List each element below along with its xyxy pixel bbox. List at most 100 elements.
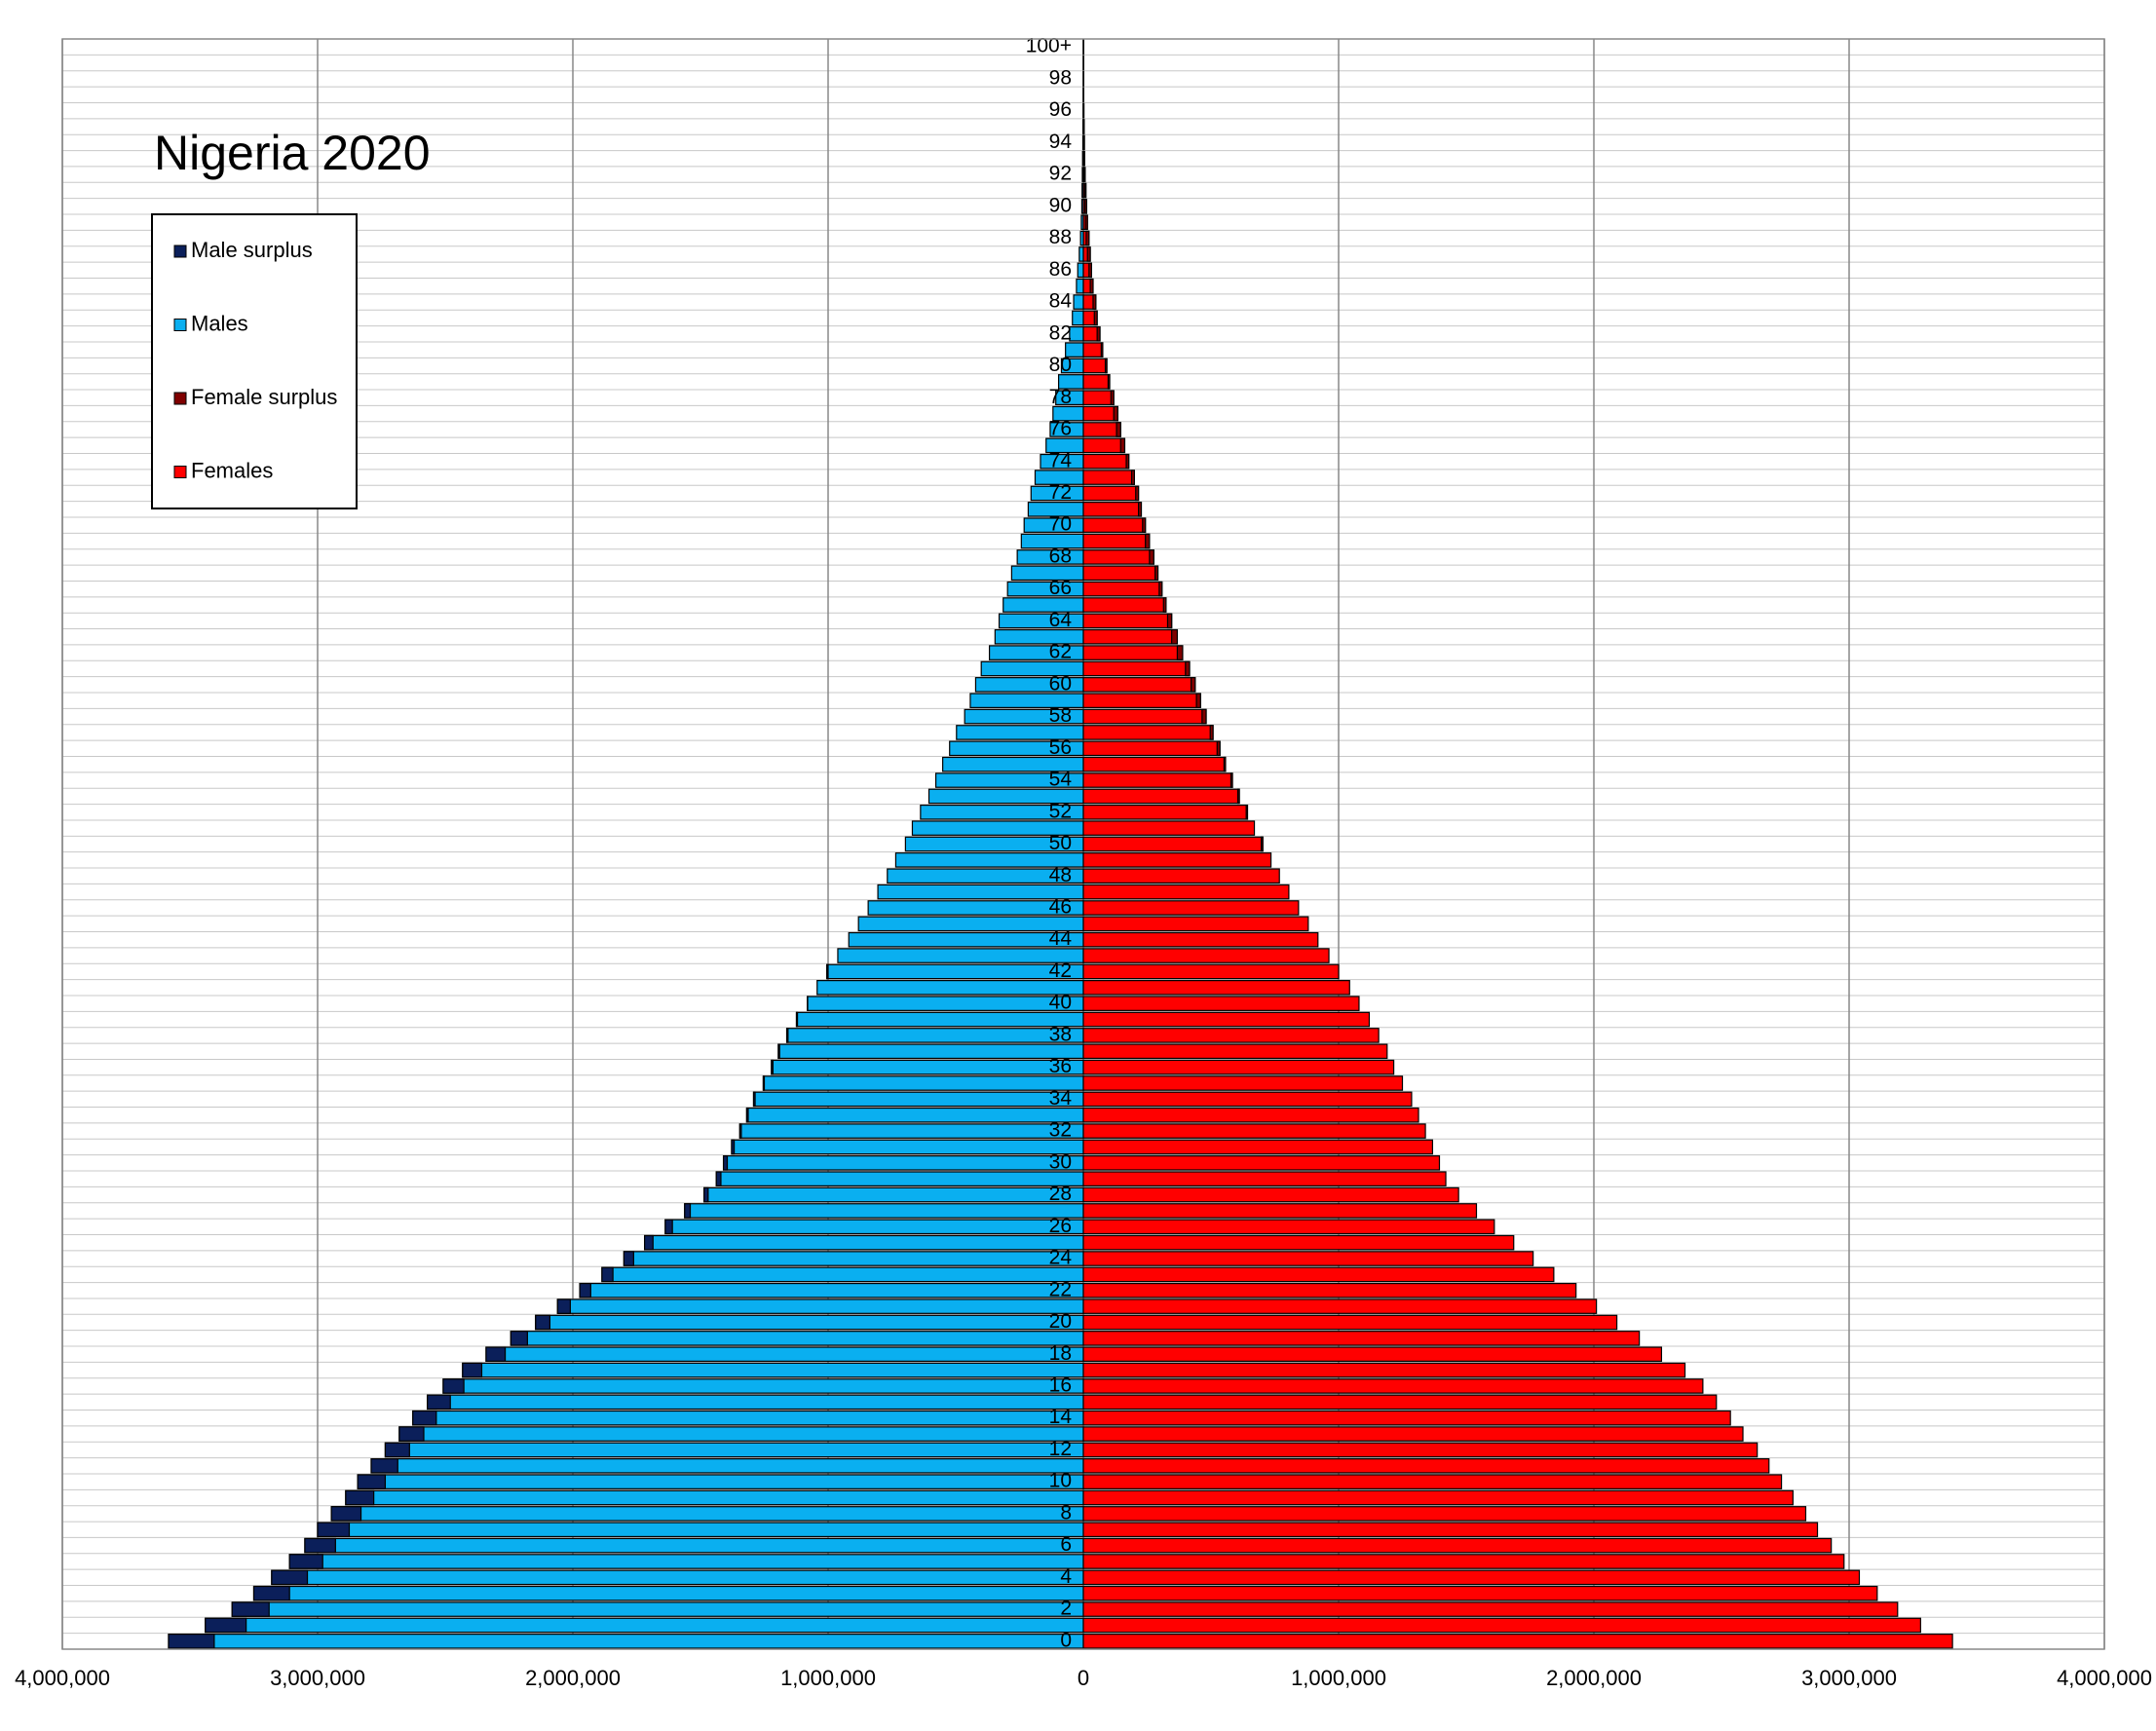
male-bar	[771, 1059, 1084, 1075]
female-bar	[1082, 565, 1159, 582]
male-bar	[442, 1378, 1084, 1394]
female-surplus	[1110, 390, 1115, 406]
female-bar	[1082, 660, 1191, 677]
male-bar	[623, 1251, 1084, 1266]
female-bar	[1082, 422, 1121, 437]
male-surplus	[752, 1091, 756, 1108]
female-bar	[1082, 708, 1207, 725]
female-surplus	[1154, 565, 1159, 582]
male-surplus	[715, 1171, 722, 1186]
female-surplus	[1088, 262, 1092, 279]
labels: 4,000,000 3,000,000 2,000,000 1,000,000 0 1,0…	[15, 35, 2152, 1690]
female-bar	[1082, 1282, 1577, 1298]
female-bar	[1082, 1585, 1878, 1601]
age-label: 38	[1049, 1023, 1072, 1045]
female-surplus	[1137, 502, 1143, 517]
female-bar	[1082, 628, 1179, 645]
age-label: 12	[1049, 1438, 1072, 1460]
female-bar	[1082, 1107, 1419, 1123]
female-bar	[1082, 517, 1147, 533]
male-bar	[304, 1537, 1084, 1554]
female-bar	[1082, 1251, 1534, 1266]
age-label: 44	[1049, 927, 1073, 950]
age-label: 2	[1060, 1598, 1072, 1620]
female-surplus	[1166, 613, 1173, 629]
female-bar	[1082, 1601, 1899, 1617]
female-surplus	[1195, 693, 1201, 708]
female-bar	[1082, 357, 1108, 374]
age-label: 8	[1060, 1501, 1072, 1524]
male-bar	[731, 1139, 1084, 1155]
female-surplus	[1092, 294, 1097, 310]
female-bar	[1082, 804, 1249, 820]
age-label: 78	[1049, 386, 1072, 408]
age-label: 86	[1049, 258, 1072, 281]
male-bar	[601, 1266, 1084, 1283]
age-label: 22	[1049, 1278, 1072, 1300]
age-label: 66	[1049, 577, 1072, 599]
age-label: 26	[1049, 1215, 1072, 1237]
male-bar	[252, 1585, 1084, 1601]
female-surplus	[1083, 182, 1087, 199]
male-bar	[1010, 565, 1084, 582]
female-surplus	[1085, 230, 1090, 246]
legend-box	[151, 213, 358, 509]
male-surplus	[722, 1155, 729, 1171]
male-bar	[357, 1474, 1084, 1489]
female-bar	[1082, 1219, 1495, 1235]
male-surplus	[785, 1028, 789, 1043]
male-bar	[1077, 262, 1084, 279]
age-label: 30	[1049, 1150, 1072, 1173]
age-label: 100+	[1026, 35, 1072, 57]
male-bar	[384, 1442, 1084, 1458]
female-bar	[1082, 1617, 1921, 1634]
female-bar	[1082, 1043, 1388, 1060]
male-bar	[703, 1186, 1084, 1203]
age-label: 18	[1049, 1342, 1072, 1365]
female-bar	[1082, 1075, 1404, 1091]
female-surplus	[1158, 581, 1163, 597]
male-surplus	[762, 1075, 766, 1091]
x-tick-label: 1,000,000	[780, 1666, 876, 1690]
male-bar	[579, 1282, 1084, 1298]
female-bar	[1082, 1569, 1861, 1586]
female-bar	[1082, 693, 1201, 708]
male-surplus	[462, 1362, 483, 1378]
male-surplus	[703, 1186, 709, 1203]
male-surplus	[535, 1314, 551, 1331]
male-bar	[485, 1346, 1084, 1363]
female-bar	[1082, 916, 1309, 932]
male-surplus	[777, 1043, 780, 1060]
female-surplus	[1107, 374, 1111, 390]
female-bar	[1082, 374, 1111, 390]
age-label: 62	[1049, 641, 1072, 663]
female-bar	[1082, 1537, 1833, 1554]
x-tick-label: 1,000,000	[1291, 1666, 1386, 1690]
bars	[168, 39, 1953, 1649]
age-label: 16	[1049, 1374, 1072, 1397]
male-bar	[807, 996, 1084, 1011]
age-label: 40	[1049, 992, 1072, 1014]
female-bar	[1082, 1394, 1718, 1411]
male-surplus	[205, 1617, 247, 1634]
male-surplus	[442, 1378, 465, 1394]
female-bar	[1082, 677, 1196, 693]
male-bar	[722, 1155, 1084, 1171]
female-surplus	[1125, 453, 1130, 470]
female-surplus	[1261, 836, 1264, 852]
legend-swatch	[173, 466, 187, 478]
age-label: 6	[1060, 1533, 1072, 1556]
female-bar	[1082, 1634, 1953, 1649]
female-surplus	[1176, 645, 1184, 660]
female-bar	[1082, 485, 1140, 502]
female-bar	[1082, 980, 1350, 996]
age-label: 96	[1049, 98, 1072, 121]
male-bar	[462, 1362, 1084, 1378]
female-bar	[1082, 1458, 1770, 1474]
female-bar	[1082, 597, 1167, 613]
female-bar	[1082, 1426, 1744, 1442]
legend-label: Males	[191, 311, 248, 335]
female-surplus	[1086, 246, 1091, 262]
male-bar	[427, 1394, 1084, 1411]
